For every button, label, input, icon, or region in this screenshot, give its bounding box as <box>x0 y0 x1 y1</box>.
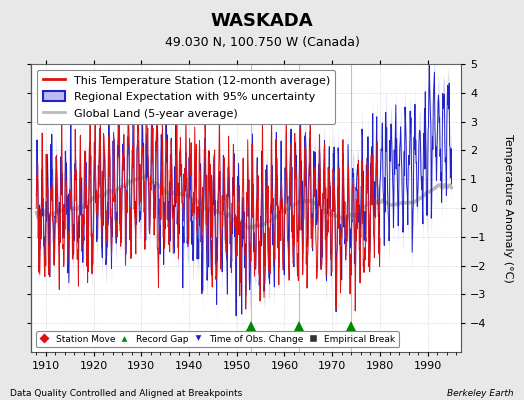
Legend: Station Move, Record Gap, Time of Obs. Change, Empirical Break: Station Move, Record Gap, Time of Obs. C… <box>36 331 399 348</box>
Text: 49.030 N, 100.750 W (Canada): 49.030 N, 100.750 W (Canada) <box>165 36 359 49</box>
Y-axis label: Temperature Anomaly (°C): Temperature Anomaly (°C) <box>504 134 514 282</box>
Text: WASKADA: WASKADA <box>211 12 313 30</box>
Text: Data Quality Controlled and Aligned at Breakpoints: Data Quality Controlled and Aligned at B… <box>10 389 243 398</box>
Text: Berkeley Earth: Berkeley Earth <box>447 389 514 398</box>
